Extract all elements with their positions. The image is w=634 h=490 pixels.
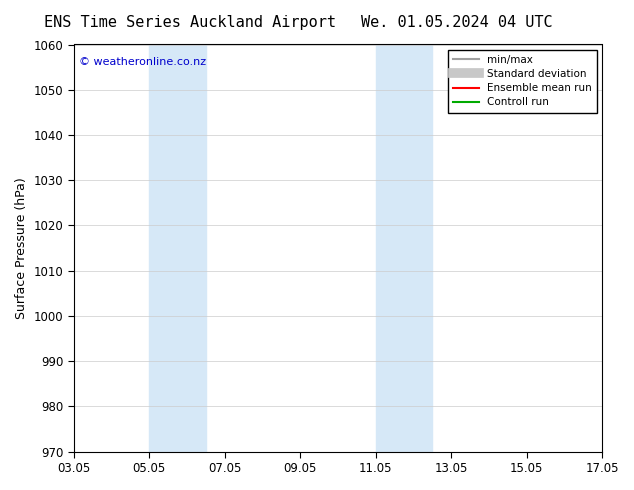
Bar bbox=[149, 45, 206, 452]
Text: © weatheronline.co.nz: © weatheronline.co.nz bbox=[79, 57, 206, 67]
Text: ENS Time Series Auckland Airport: ENS Time Series Auckland Airport bbox=[44, 15, 336, 30]
Bar bbox=[376, 45, 432, 452]
Y-axis label: Surface Pressure (hPa): Surface Pressure (hPa) bbox=[15, 177, 28, 319]
Legend: min/max, Standard deviation, Ensemble mean run, Controll run: min/max, Standard deviation, Ensemble me… bbox=[448, 49, 597, 113]
Text: We. 01.05.2024 04 UTC: We. 01.05.2024 04 UTC bbox=[361, 15, 552, 30]
